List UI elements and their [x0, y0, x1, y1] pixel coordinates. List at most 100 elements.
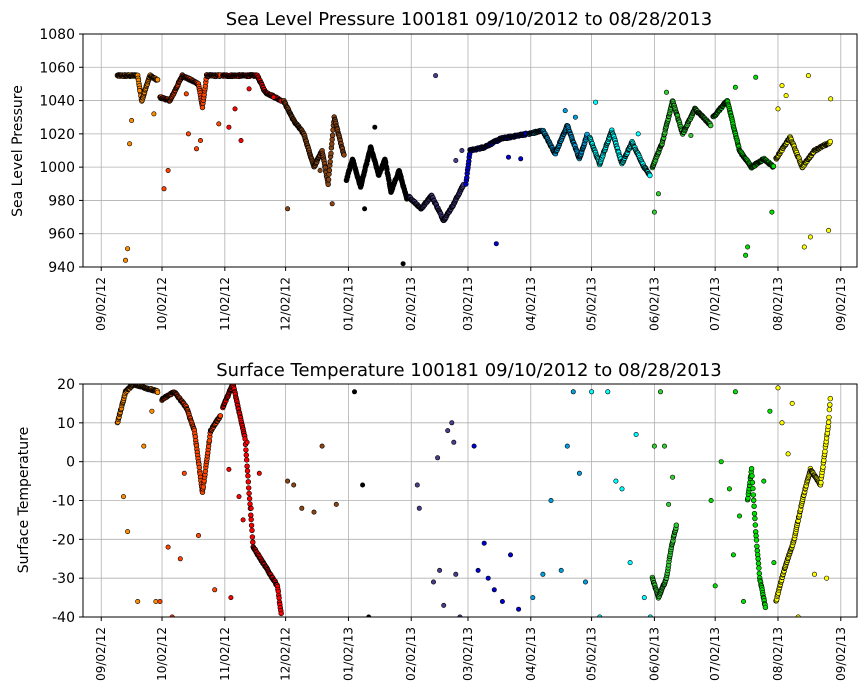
- x-tick-label: 06/02/13: [647, 277, 661, 331]
- data-point: [471, 443, 477, 449]
- data-point: [726, 486, 732, 492]
- data-point: [246, 485, 252, 491]
- data-point: [828, 96, 834, 102]
- data-point: [822, 448, 828, 455]
- x-tick-label: 03/02/13: [461, 277, 475, 331]
- data-point: [372, 124, 378, 130]
- plot-area-pressure: 940 960 980 1000 1020 1040 1060 1080 09/02/12 10/…: [39, 27, 858, 331]
- data-point: [247, 501, 253, 507]
- data-point: [756, 570, 762, 577]
- y-tick-label: 10: [57, 416, 75, 432]
- data-point: [562, 108, 568, 114]
- x-tick-label: 02/02/13: [404, 627, 418, 681]
- data-point: [732, 389, 738, 395]
- data-point: [801, 244, 807, 250]
- y-tick-label: 1040: [39, 94, 75, 110]
- data-point: [491, 587, 497, 593]
- data-point: [244, 457, 250, 463]
- data-point: [775, 106, 781, 112]
- data-point: [771, 560, 777, 566]
- data-point: [593, 99, 599, 105]
- data-point: [329, 141, 335, 147]
- chart-pressure: Sea Level Pressure 100181 09/10/2012 to …: [10, 9, 858, 331]
- x-tick-label: 04/02/13: [524, 277, 538, 331]
- y-tick-label: -40: [52, 610, 75, 626]
- data-point: [540, 571, 546, 577]
- x-tick-label: 02/02/13: [404, 277, 418, 331]
- x-tick-label: 09/02/12: [94, 277, 108, 331]
- data-point: [743, 252, 749, 258]
- data-point: [779, 83, 785, 89]
- data-point: [750, 485, 756, 492]
- data-point: [769, 209, 775, 215]
- data-point: [811, 571, 817, 577]
- data-point: [249, 534, 256, 540]
- data-point: [564, 443, 570, 449]
- data-point: [278, 610, 284, 617]
- data-point: [718, 459, 724, 465]
- data-point: [530, 595, 536, 601]
- x-tick-label: 07/02/13: [708, 277, 722, 331]
- data-point: [453, 158, 459, 164]
- data-point: [121, 494, 127, 500]
- data-point: [362, 206, 368, 212]
- data-point: [154, 76, 161, 83]
- y-tick-label: 960: [48, 227, 75, 243]
- data-point: [328, 150, 334, 157]
- chart-temperature: Surface Temperature 100181 09/10/2012 to…: [16, 360, 858, 681]
- data-point: [481, 540, 487, 546]
- x-tick-label: 09/02/13: [834, 277, 848, 331]
- data-point: [740, 598, 746, 604]
- data-point: [240, 517, 246, 523]
- data-point: [712, 583, 718, 589]
- data-point: [633, 431, 639, 437]
- data-point: [827, 402, 833, 408]
- data-point: [751, 510, 758, 517]
- data-point: [707, 122, 714, 129]
- data-point: [123, 257, 129, 263]
- data-points: [114, 72, 834, 267]
- data-point: [127, 141, 133, 147]
- y-tick-label: -20: [52, 532, 75, 548]
- data-point: [325, 181, 331, 188]
- data-point: [666, 501, 672, 507]
- data-point: [505, 154, 511, 160]
- data-point: [749, 479, 756, 486]
- data-point: [157, 598, 163, 604]
- data-point: [751, 503, 757, 509]
- data-point: [673, 522, 679, 528]
- data-point: [244, 468, 251, 474]
- x-tick-label: 10/02/12: [155, 277, 169, 331]
- x-tick-label: 12/02/12: [279, 277, 293, 331]
- data-point: [285, 206, 291, 212]
- data-point: [755, 556, 761, 562]
- data-point: [657, 389, 663, 395]
- data-point: [250, 539, 256, 545]
- data-point: [243, 452, 250, 458]
- data-point: [226, 466, 232, 472]
- data-point: [129, 118, 135, 124]
- data-point: [761, 478, 767, 484]
- y-axis-label: Surface Temperature: [16, 427, 32, 573]
- data-point: [228, 595, 234, 601]
- data-point: [244, 463, 250, 469]
- data-point: [449, 420, 455, 426]
- y-tick-label: 0: [66, 455, 75, 471]
- data-point: [613, 478, 619, 484]
- data-point: [238, 138, 244, 144]
- data-point: [311, 509, 317, 515]
- data-point: [753, 74, 759, 80]
- data-point: [635, 131, 641, 137]
- data-point: [752, 515, 758, 522]
- data-point: [745, 244, 751, 250]
- data-point: [165, 544, 171, 550]
- data-point: [329, 132, 336, 139]
- y-tick-label: 1080: [39, 27, 75, 43]
- data-point: [243, 447, 249, 453]
- data-point: [360, 482, 366, 488]
- data-point: [789, 400, 795, 406]
- data-point: [248, 522, 255, 529]
- data-point: [326, 167, 333, 174]
- data-point: [245, 479, 252, 485]
